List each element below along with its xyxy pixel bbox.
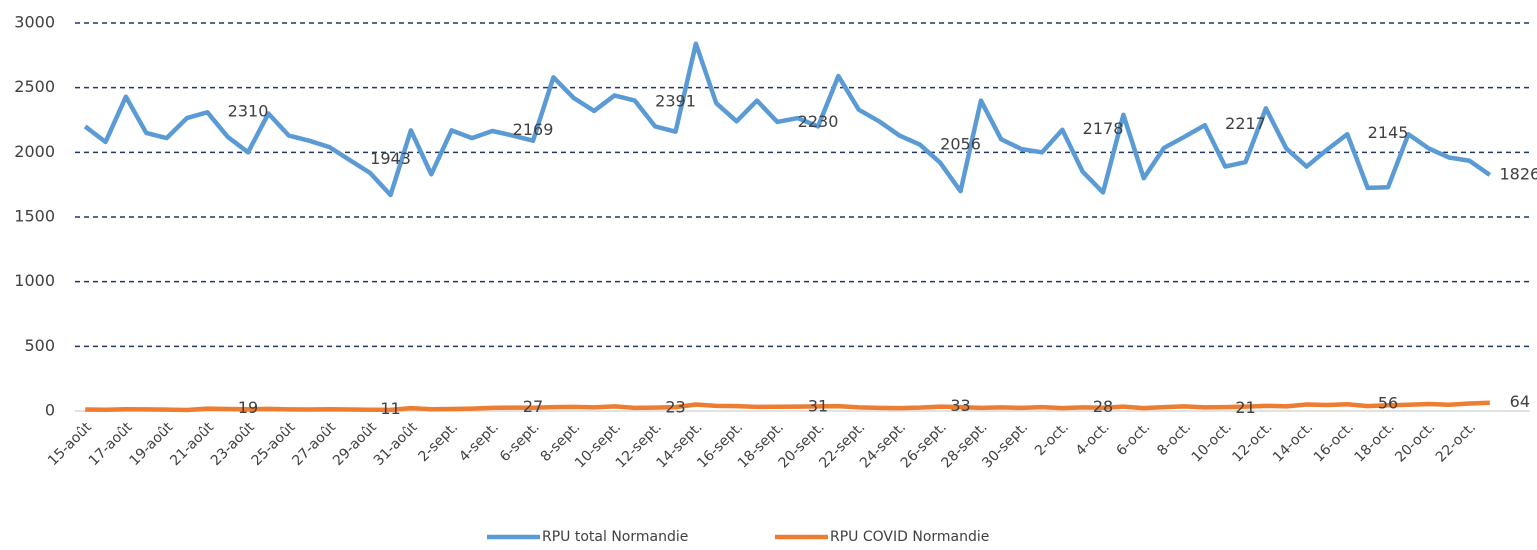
value-label: 64	[1510, 392, 1530, 411]
x-tick-label: 25-août	[249, 419, 299, 469]
y-tick-label: 1000	[14, 271, 55, 290]
value-label: 1943	[370, 149, 411, 168]
value-label: 1826	[1499, 164, 1537, 183]
x-tick-label: 10-oct.	[1189, 419, 1235, 465]
y-tick-label: 2500	[14, 77, 55, 96]
x-tick-label: 2-sept.	[416, 419, 462, 465]
value-label: 28	[1093, 397, 1113, 416]
x-tick-label: 15-août	[45, 419, 95, 469]
x-tick-label: 23-août	[208, 419, 258, 469]
x-tick-label: 31-août	[371, 419, 421, 469]
value-label: 2310	[228, 102, 269, 121]
x-tick-label: 4-sept.	[456, 419, 502, 465]
x-tick-label: 20-oct.	[1392, 419, 1438, 465]
x-tick-label: 12-oct.	[1229, 419, 1275, 465]
y-tick-label: 2000	[14, 142, 55, 161]
y-tick-label: 3000	[14, 13, 55, 32]
x-tick-label: 19-août	[127, 419, 177, 469]
x-tick-label: 2-oct.	[1032, 419, 1072, 459]
x-tick-label: 17-août	[86, 419, 136, 469]
value-label: 19	[238, 398, 258, 417]
x-tick-label: 8-oct.	[1154, 419, 1194, 459]
value-label: 2145	[1368, 123, 1409, 142]
x-tick-label: 6-oct.	[1114, 419, 1154, 459]
value-label: 2230	[798, 112, 839, 131]
x-tick-label: 16-oct.	[1311, 419, 1357, 465]
value-label: 31	[808, 396, 828, 415]
value-label: 56	[1378, 393, 1398, 412]
x-tick-label: 22-oct.	[1433, 419, 1479, 465]
value-label: 2178	[1083, 119, 1124, 138]
value-label: 21	[1235, 398, 1255, 417]
value-label: 33	[950, 396, 970, 415]
value-label: 11	[380, 399, 400, 418]
legend-label: RPU total Normandie	[542, 529, 688, 545]
value-label: 2056	[940, 135, 981, 154]
x-tick-label: 29-août	[330, 419, 380, 469]
data-line	[83, 41, 1492, 198]
legend-label: RPU COVID Normandie	[830, 529, 989, 545]
x-tick-label: 21-août	[167, 419, 217, 469]
y-tick-label: 500	[24, 336, 55, 355]
data-line	[85, 400, 1490, 413]
y-tick-label: 0	[45, 401, 55, 420]
value-label: 2169	[513, 120, 554, 139]
x-tick-label: 27-août	[289, 419, 339, 469]
x-tick-label: 6-sept.	[497, 419, 543, 465]
value-label: 2217	[1225, 114, 1266, 133]
x-tick-label: 14-oct.	[1270, 419, 1316, 465]
value-label: 23	[665, 398, 685, 417]
y-tick-label: 1500	[14, 207, 55, 226]
value-label: 2391	[655, 91, 696, 110]
x-tick-label: 18-oct.	[1351, 419, 1397, 465]
x-tick-label: 4-oct.	[1073, 419, 1113, 459]
value-label: 27	[523, 397, 543, 416]
